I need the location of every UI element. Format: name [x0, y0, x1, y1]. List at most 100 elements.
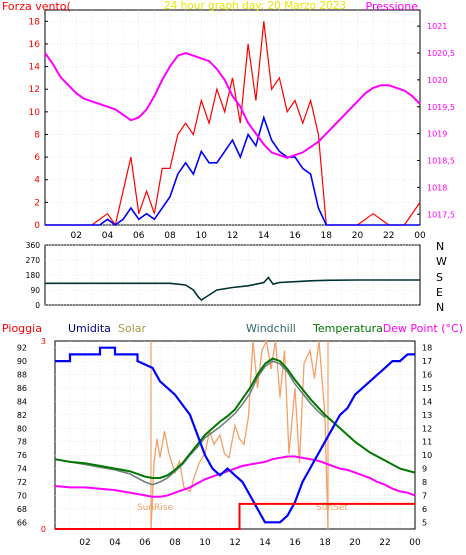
- humidity-tick-label: 76: [17, 451, 27, 460]
- solar-line: [150, 338, 329, 530]
- hour-tick-label: 02: [71, 231, 82, 241]
- direction-degree-label: 180: [26, 271, 41, 280]
- compass-label: E: [436, 286, 443, 299]
- hour-tick-label: 14: [258, 231, 270, 241]
- humidity-tick-label: 70: [17, 491, 27, 500]
- pressure-tick-label: 1021: [427, 22, 447, 31]
- rain-ticks: 03: [41, 337, 46, 534]
- hour-tick-label: 16: [289, 538, 301, 548]
- wind-speed-tick-label: 16: [29, 40, 41, 50]
- humidity-tick-label: 78: [17, 438, 27, 447]
- wind-speed-tick-label: 18: [29, 17, 41, 27]
- dew-point-line: [54, 455, 416, 498]
- hour-tick-label: 00: [409, 538, 421, 548]
- temperature-tick-label: 15: [422, 384, 432, 393]
- pressure-tick-label: 1019,5: [427, 103, 455, 112]
- hour-tick-label: 20: [349, 538, 361, 548]
- compass-label: N: [436, 301, 444, 314]
- legend-entry: Umidita: [68, 322, 111, 335]
- temperature-tick-label: 6: [422, 505, 427, 514]
- pressure-tick-label: 1018,5: [427, 157, 455, 166]
- sun-markers: SunRise SunSet: [137, 341, 348, 529]
- legend-entry: Windchill: [246, 322, 296, 335]
- wind-pressure-grid: [45, 10, 420, 226]
- wind-pressure-series: [44, 21, 421, 227]
- legend: Pioggia Umidita Solar Windchill Temperatura D…: [2, 322, 463, 335]
- wind-direction-series: [45, 276, 420, 302]
- sunset-label: SunSet: [316, 503, 348, 513]
- compass-label: W: [436, 255, 447, 268]
- compass-label: N: [436, 240, 444, 253]
- temperature-tick-label: 11: [422, 438, 432, 447]
- chart-title: 24 hour graph day: 20 Marzo 2023: [164, 0, 346, 12]
- hour-tick-label: 18: [321, 231, 333, 241]
- wind-direction-line: [45, 276, 420, 302]
- humidity-tick-label: 74: [17, 465, 27, 474]
- temperature-tick-label: 16: [422, 371, 432, 380]
- hour-tick-label: 04: [102, 231, 114, 241]
- direction-degree-label: 0: [35, 301, 40, 310]
- rain-line: [55, 502, 415, 530]
- humidity-tick-label: 86: [17, 384, 27, 393]
- temperature-tick-label: 10: [422, 451, 432, 460]
- pressure-tick-label: 1020,5: [427, 49, 455, 58]
- hour-tick-label: 10: [196, 231, 208, 241]
- humidity-tick-label: 80: [17, 424, 27, 433]
- hour-tick-label: 12: [229, 538, 240, 548]
- hour-tick-label: 06: [133, 231, 145, 241]
- humidity-tick-label: 66: [17, 518, 27, 527]
- legend-entry: Solar: [118, 322, 147, 335]
- hour-tick-label: 22: [379, 538, 390, 548]
- direction-degree-label: 360: [26, 241, 41, 250]
- wind-speed-tick-label: 4: [34, 176, 40, 186]
- hour-tick-label: 02: [79, 538, 90, 548]
- hour-tick-label: 22: [383, 231, 394, 241]
- legend-entry: Dew Point (°C): [383, 322, 463, 335]
- pressure-tick-label: 1017,5: [427, 210, 455, 219]
- wind-axis-label: Forza vento(: [2, 0, 71, 13]
- temp-humidity-grid: [55, 341, 415, 529]
- humidity-ticks: 66 68 70 72 74 76 78 80 82 84 86 88 90 92: [17, 344, 27, 528]
- pressure-tick-label: 1018: [427, 183, 447, 192]
- temperature-tick-label: 17: [422, 357, 432, 366]
- direction-degree-label: 90: [30, 286, 40, 295]
- hour-tick-label: 04: [109, 538, 121, 548]
- temperature-tick-label: 8: [422, 478, 427, 487]
- wind-speed-line: [45, 114, 420, 226]
- wind-direction-grid: [45, 244, 420, 306]
- wind-gust-line: [45, 21, 421, 227]
- temperature-tick-label: 5: [422, 518, 427, 527]
- temperature-tick-label: 7: [422, 491, 427, 500]
- hour-tick-label: 16: [289, 231, 301, 241]
- humidity-tick-label: 82: [17, 411, 27, 420]
- temp-humidity-series: [54, 338, 416, 530]
- hour-tick-label: 20: [352, 231, 364, 241]
- temperature-tick-label: 18: [422, 344, 432, 353]
- wind-speed-tick-label: 0: [34, 221, 40, 231]
- windchill-line: [54, 360, 326, 486]
- pressure-axis-label: Pressione: [366, 0, 419, 13]
- temperature-line: [54, 357, 416, 479]
- rain-tick-label: 0: [41, 525, 46, 534]
- rain-tick-label: 3: [41, 337, 46, 346]
- humidity-tick-label: 90: [17, 357, 27, 366]
- pressure-line: [44, 51, 421, 159]
- humidity-tick-label: 72: [17, 478, 27, 487]
- humidity-tick-label: 68: [17, 505, 27, 514]
- temp-humidity-panel: Pioggia Umidita Solar Windchill Temperatura D…: [2, 322, 463, 548]
- humidity-tick-label: 92: [17, 344, 27, 353]
- hour-tick-label: 18: [319, 538, 331, 548]
- wind-speed-tick-label: 6: [34, 153, 40, 163]
- pressure-tick-label: 1020: [427, 76, 447, 85]
- hour-tick-label: 06: [139, 538, 151, 548]
- hour-tick-label: 08: [169, 538, 181, 548]
- humidity-line: [55, 346, 415, 524]
- legend-entry: Pioggia: [2, 322, 42, 335]
- wind-speed-tick-label: 2: [34, 198, 40, 208]
- pressure-tick-label: 1019: [427, 130, 447, 139]
- temperature-tick-label: 9: [422, 465, 427, 474]
